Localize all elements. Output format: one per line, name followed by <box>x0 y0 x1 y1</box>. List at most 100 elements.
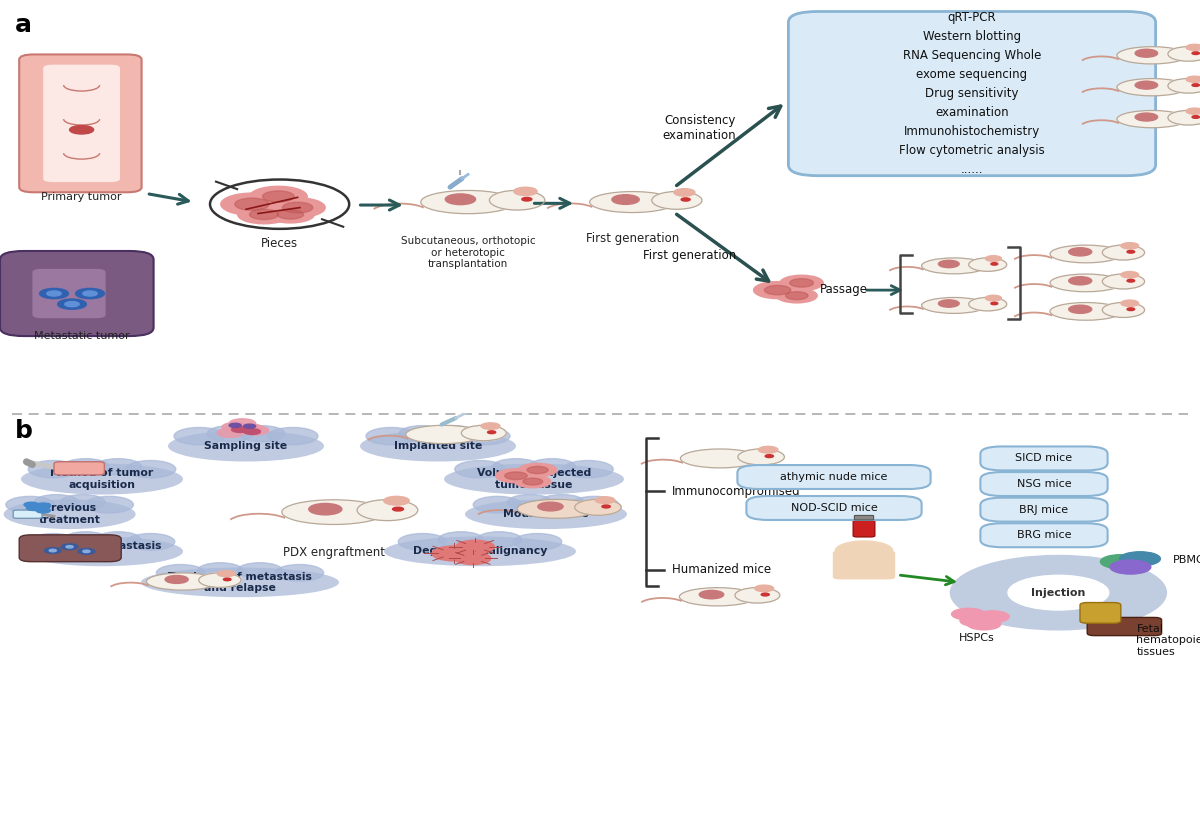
Circle shape <box>34 495 79 510</box>
Circle shape <box>1168 111 1200 125</box>
Ellipse shape <box>146 573 218 590</box>
Circle shape <box>481 423 500 430</box>
Ellipse shape <box>466 499 628 529</box>
Circle shape <box>282 202 313 213</box>
Circle shape <box>125 461 176 477</box>
Circle shape <box>29 534 78 550</box>
Circle shape <box>682 198 690 201</box>
Circle shape <box>1168 78 1200 93</box>
Circle shape <box>461 425 506 441</box>
Circle shape <box>244 429 260 434</box>
Circle shape <box>235 198 269 211</box>
Circle shape <box>960 615 994 627</box>
Circle shape <box>755 585 774 591</box>
Circle shape <box>58 299 86 309</box>
Circle shape <box>538 502 563 511</box>
Circle shape <box>95 458 142 475</box>
Circle shape <box>1192 116 1200 118</box>
FancyBboxPatch shape <box>54 462 104 475</box>
Text: Primary/metastasis
lesion: Primary/metastasis lesion <box>43 540 161 563</box>
Circle shape <box>126 534 175 550</box>
Circle shape <box>78 548 95 554</box>
Circle shape <box>754 282 802 299</box>
Circle shape <box>1186 45 1200 50</box>
Circle shape <box>518 463 557 477</box>
Circle shape <box>985 256 1001 261</box>
Circle shape <box>476 532 522 547</box>
Circle shape <box>366 427 416 444</box>
Circle shape <box>64 532 108 547</box>
Circle shape <box>49 549 56 552</box>
Text: PBMC: PBMC <box>1172 554 1200 565</box>
Circle shape <box>1135 113 1158 121</box>
Text: Primary tumor: Primary tumor <box>41 192 122 202</box>
Ellipse shape <box>142 567 340 597</box>
Ellipse shape <box>1117 111 1187 128</box>
Circle shape <box>1127 250 1135 253</box>
Circle shape <box>540 495 584 510</box>
Circle shape <box>514 534 562 550</box>
Text: a: a <box>14 12 31 37</box>
Circle shape <box>473 496 522 513</box>
Circle shape <box>1127 279 1135 282</box>
Ellipse shape <box>1050 245 1122 263</box>
Text: b: b <box>14 419 32 444</box>
Text: qRT-PCR
Western blotting
RNA Sequencing Whole
exome sequencing
Drug sensitivity
: qRT-PCR Western blotting RNA Sequencing … <box>899 11 1045 176</box>
Text: Mouse strains: Mouse strains <box>503 509 589 520</box>
Circle shape <box>221 193 283 216</box>
Circle shape <box>156 564 205 582</box>
Text: NOD-SCID mice: NOD-SCID mice <box>791 503 877 513</box>
Circle shape <box>445 194 475 205</box>
Circle shape <box>263 191 294 202</box>
Ellipse shape <box>22 463 182 495</box>
Text: First generation: First generation <box>586 232 679 244</box>
FancyBboxPatch shape <box>980 524 1108 548</box>
Circle shape <box>358 500 418 520</box>
Circle shape <box>83 550 90 553</box>
Circle shape <box>1121 300 1139 306</box>
Circle shape <box>65 301 79 306</box>
Circle shape <box>496 468 536 482</box>
FancyBboxPatch shape <box>1080 603 1121 623</box>
FancyBboxPatch shape <box>788 12 1156 176</box>
Ellipse shape <box>4 499 136 529</box>
FancyBboxPatch shape <box>43 64 120 182</box>
Circle shape <box>570 496 619 513</box>
Circle shape <box>36 508 50 513</box>
Circle shape <box>1069 248 1092 256</box>
Circle shape <box>991 263 997 265</box>
FancyBboxPatch shape <box>746 496 922 520</box>
Circle shape <box>1186 108 1200 114</box>
Circle shape <box>505 472 527 480</box>
Circle shape <box>738 449 785 465</box>
Circle shape <box>522 197 532 201</box>
FancyBboxPatch shape <box>854 515 874 520</box>
Circle shape <box>1100 555 1141 569</box>
Circle shape <box>26 506 41 510</box>
Text: SICD mice: SICD mice <box>1015 453 1073 463</box>
Circle shape <box>835 541 893 561</box>
Circle shape <box>83 291 97 296</box>
Text: Volume of injected
tumor tissue: Volume of injected tumor tissue <box>476 468 592 490</box>
Circle shape <box>1103 302 1145 317</box>
Circle shape <box>62 458 109 475</box>
Circle shape <box>85 496 133 513</box>
Circle shape <box>1121 272 1139 278</box>
FancyBboxPatch shape <box>0 251 154 336</box>
Ellipse shape <box>1050 274 1122 292</box>
Text: Pieces: Pieces <box>262 237 298 250</box>
Text: PDX engraftment: PDX engraftment <box>283 546 385 559</box>
Circle shape <box>1135 81 1158 89</box>
Circle shape <box>790 278 814 287</box>
Circle shape <box>776 288 817 303</box>
Circle shape <box>206 425 254 442</box>
Ellipse shape <box>589 192 676 212</box>
Circle shape <box>527 467 548 473</box>
Circle shape <box>1127 308 1135 311</box>
Text: Implanted site: Implanted site <box>394 441 482 451</box>
Circle shape <box>36 503 50 508</box>
Circle shape <box>1103 274 1145 289</box>
Circle shape <box>44 548 61 553</box>
Circle shape <box>431 425 478 442</box>
FancyBboxPatch shape <box>853 517 875 537</box>
